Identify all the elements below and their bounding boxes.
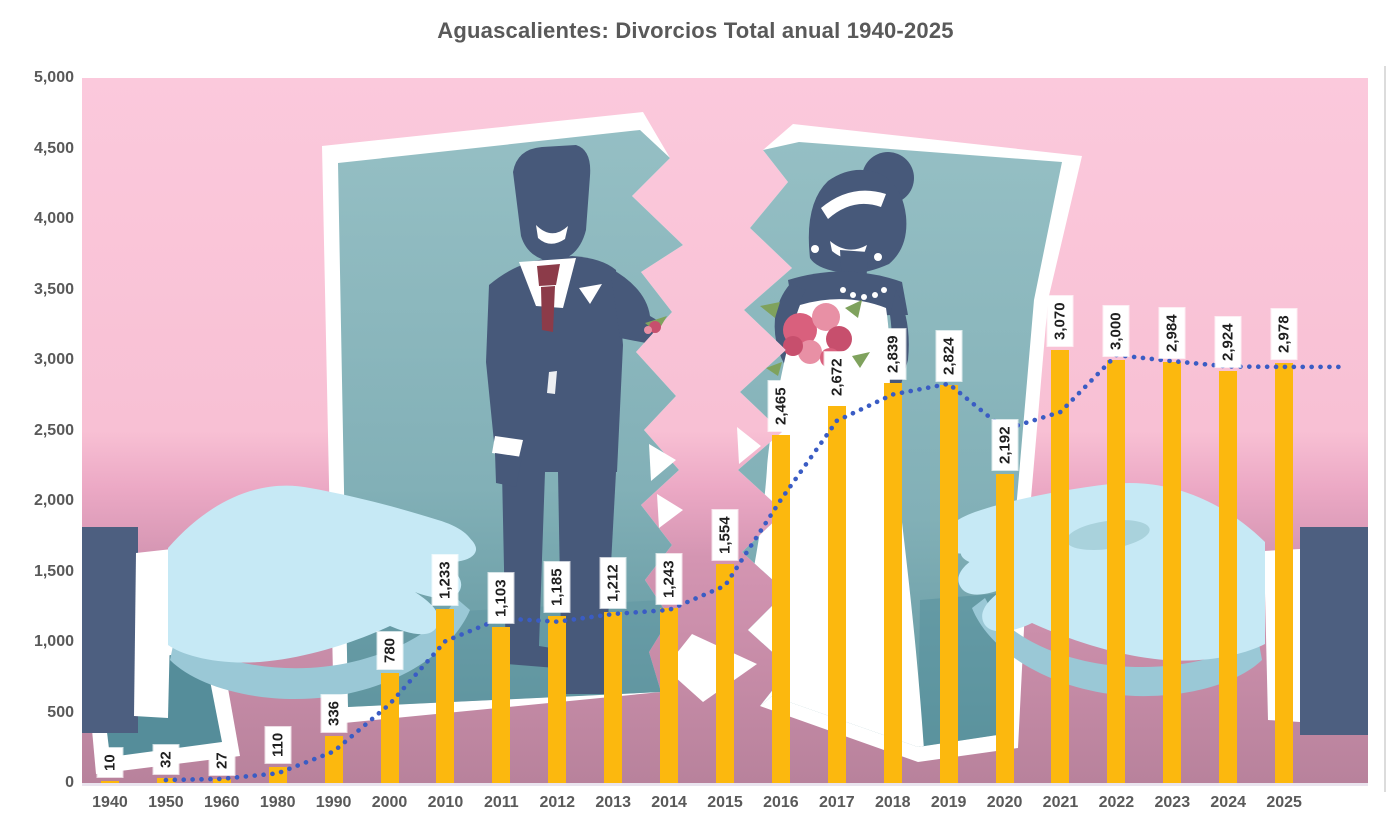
data-label-2024: 2,924 bbox=[1215, 317, 1241, 367]
data-label-1950: 32 bbox=[153, 745, 179, 775]
chart-title: Aguascalientes: Divorcios Total anual 19… bbox=[437, 18, 954, 43]
x-axis-tick-label: 1980 bbox=[259, 794, 296, 811]
bar-2023 bbox=[1163, 362, 1182, 783]
x-axis-tick-label: 2016 bbox=[763, 794, 799, 811]
data-label-2010: 1,233 bbox=[432, 555, 458, 606]
x-axis-tick-label: 1940 bbox=[92, 794, 128, 811]
x-axis-tick-label: 2014 bbox=[651, 794, 687, 811]
bar-2019 bbox=[939, 384, 958, 783]
bride-necklace bbox=[840, 287, 887, 300]
x-axis-tick-label: 2020 bbox=[986, 794, 1023, 811]
x-axis-tick-label: 2017 bbox=[819, 794, 855, 811]
y-axis-tick-label: 4,500 bbox=[33, 139, 74, 157]
y-axis-tick-label: 2,500 bbox=[33, 421, 74, 439]
data-label-2025: 2,978 bbox=[1271, 309, 1297, 360]
pocket-square bbox=[579, 284, 602, 304]
x-axis-tick-label: 2022 bbox=[1098, 794, 1135, 811]
groom-tie bbox=[537, 264, 560, 332]
bar-2024 bbox=[1219, 370, 1238, 783]
y-axis-tick-label: 3,500 bbox=[33, 280, 74, 298]
x-axis-tick-label: 2000 bbox=[371, 794, 408, 811]
x-axis-tick-label: 2021 bbox=[1042, 794, 1079, 811]
data-label-2023: 2,984 bbox=[1159, 308, 1185, 359]
plot-bottom-line bbox=[82, 783, 1368, 786]
bar-1990 bbox=[324, 735, 343, 783]
bar-2016 bbox=[771, 435, 790, 783]
bar-2010 bbox=[436, 609, 455, 783]
bar-2017 bbox=[827, 406, 846, 783]
data-label-2000: 780 bbox=[377, 631, 403, 670]
left-cuff bbox=[134, 549, 172, 718]
x-axis-tick-label: 2019 bbox=[930, 794, 967, 811]
data-label-1960: 27 bbox=[209, 746, 235, 776]
data-label-2017: 2,672 bbox=[824, 352, 850, 403]
bar-2020 bbox=[995, 473, 1014, 783]
x-axis-tick-label: 2024 bbox=[1210, 794, 1246, 811]
x-axis-tick-label: 2011 bbox=[483, 794, 519, 811]
y-axis-tick-label: 4,000 bbox=[33, 210, 74, 227]
torn-bouquet-piece bbox=[644, 316, 667, 334]
data-label-2020: 2,192 bbox=[992, 420, 1018, 470]
y-axis-tick-label: 5,000 bbox=[33, 69, 74, 86]
y-axis-tick-label: 500 bbox=[47, 703, 74, 721]
bar-2015 bbox=[716, 563, 734, 783]
data-label-1990: 336 bbox=[321, 694, 347, 732]
x-axis-tick-label: 2015 bbox=[707, 794, 743, 811]
data-label-2019: 2,824 bbox=[936, 331, 962, 381]
x-axis-tick-label: 1960 bbox=[203, 794, 240, 811]
data-label-2014: 1,243 bbox=[656, 554, 682, 604]
bar-1940 bbox=[100, 781, 119, 783]
bar-2022 bbox=[1107, 360, 1126, 783]
bar-2011 bbox=[492, 627, 511, 783]
bar-2012 bbox=[548, 615, 567, 783]
bar-2014 bbox=[660, 607, 679, 783]
data-label-1940: 10 bbox=[97, 748, 123, 777]
y-axis-tick-label: 1,000 bbox=[33, 633, 74, 650]
data-label-2011: 1,103 bbox=[488, 573, 514, 624]
chart-right-edge-line bbox=[1384, 66, 1386, 792]
left-sleeve bbox=[82, 527, 138, 733]
right-sleeve bbox=[1300, 527, 1368, 735]
x-axis-tick-label: 2025 bbox=[1266, 794, 1302, 811]
x-axis-tick-label: 2010 bbox=[427, 794, 464, 811]
data-label-2013: 1,212 bbox=[600, 558, 626, 609]
bar-2000 bbox=[380, 673, 399, 783]
x-axis-tick-label: 2012 bbox=[539, 794, 576, 811]
x-axis-tick-label: 2018 bbox=[874, 794, 911, 811]
y-axis-tick-label: 2,000 bbox=[33, 492, 74, 509]
data-label-2021: 3,070 bbox=[1047, 296, 1073, 347]
bar-1980 bbox=[268, 767, 287, 783]
x-axis-tick-label: 2013 bbox=[595, 794, 631, 811]
x-axis-tick-label: 1950 bbox=[148, 794, 184, 811]
bar-2013 bbox=[604, 612, 623, 783]
bar-2018 bbox=[883, 382, 902, 783]
y-axis-tick-label: 0 bbox=[65, 774, 74, 791]
data-label-2012: 1,185 bbox=[544, 562, 570, 612]
data-label-2022: 3,000 bbox=[1103, 306, 1129, 356]
bar-2025 bbox=[1275, 363, 1294, 783]
data-label-1980: 110 bbox=[265, 727, 291, 764]
y-axis-tick-label: 3,000 bbox=[33, 351, 74, 368]
data-label-2018: 2,839 bbox=[880, 329, 906, 379]
bar-2021 bbox=[1051, 350, 1070, 783]
data-label-2015: 1,554 bbox=[712, 510, 738, 560]
data-label-2016: 2,465 bbox=[768, 381, 794, 432]
y-axis-tick-label: 1,500 bbox=[33, 562, 74, 580]
x-axis-tick-label: 1990 bbox=[315, 794, 352, 811]
groom-smile bbox=[536, 225, 568, 244]
bride-headband bbox=[821, 190, 886, 219]
x-axis-tick-label: 2023 bbox=[1154, 794, 1191, 811]
